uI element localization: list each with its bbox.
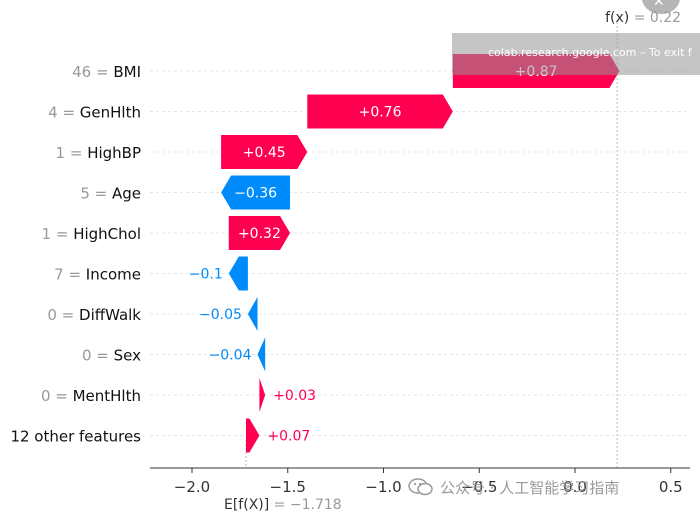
base-value-label: E[f(X)] = −1.718 xyxy=(224,497,342,513)
x-tick-label: −0.5 xyxy=(461,478,497,496)
feature-label: 0 = DiffWalk xyxy=(47,306,141,324)
close-icon[interactable]: ✕ xyxy=(653,0,665,10)
feature-label: 12 other features xyxy=(10,428,141,446)
feature-label: 7 = Income xyxy=(54,266,141,284)
feature-label: 4 = GenHlth xyxy=(48,104,141,122)
bar-age xyxy=(221,175,291,210)
feature-label: 1 = HighChol xyxy=(42,225,141,243)
bar-value-label: +0.03 xyxy=(273,388,316,404)
bar-value-label: +0.45 xyxy=(243,145,286,161)
fullscreen-exit-button[interactable] xyxy=(642,0,680,14)
bar-value-label: −0.04 xyxy=(209,348,252,364)
waterfall-bars: +0.87+0.76+0.45−0.36+0.32−0.1−0.05−0.04+… xyxy=(189,54,620,453)
bar-sex xyxy=(257,337,266,372)
fullscreen-notice-bar xyxy=(452,33,700,75)
feature-label: 0 = Sex xyxy=(82,347,141,365)
bar-value-label: −0.05 xyxy=(199,307,242,323)
bar-genhlth xyxy=(307,94,453,129)
feature-label: 1 = HighBP xyxy=(56,144,141,162)
bar-value-label: +0.76 xyxy=(359,105,402,121)
fullscreen-notice-text: colab.research.google.com – To exit f xyxy=(488,46,692,59)
feature-labels: 46 = BMI 4 = GenHlth 1 = HighBP 5 = Age 1 = … xyxy=(10,63,141,446)
feature-label: 46 = BMI xyxy=(72,63,141,81)
watermark: 公众号 · 人工智能学习指南 xyxy=(408,476,619,498)
watermark-text: 公众号 · 人工智能学习指南 xyxy=(440,478,620,497)
bar-value-label: +0.07 xyxy=(267,429,310,445)
bar-value-label: −0.36 xyxy=(234,186,277,202)
bar-income xyxy=(228,256,248,291)
feature-label: 0 = MentHlth xyxy=(41,387,141,405)
bar-value-label: +0.32 xyxy=(238,226,281,242)
feature-label: 5 = Age xyxy=(80,185,141,203)
x-axis: −2.0 −1.5 −1.0 −0.5 0.0 0.5 E[f(X)] = −1.718 f(… xyxy=(150,10,690,513)
bar-menthlth xyxy=(259,378,266,412)
wechat-icon xyxy=(408,478,433,496)
bar-diffwalk xyxy=(247,297,258,331)
x-tick-label: −1.0 xyxy=(365,478,401,496)
x-tick-label: −2.0 xyxy=(174,478,210,496)
bar-value-label: −0.1 xyxy=(189,267,223,283)
x-tick-label: −1.5 xyxy=(270,478,306,496)
x-tick-label: 0.0 xyxy=(563,478,587,496)
fx-value-label: f(x) = 0.22 xyxy=(605,10,681,26)
bar-12-other-features xyxy=(246,418,260,453)
bar-highchol xyxy=(228,216,291,250)
x-tick-label: 0.5 xyxy=(659,478,683,496)
bar-highbp xyxy=(221,135,308,169)
